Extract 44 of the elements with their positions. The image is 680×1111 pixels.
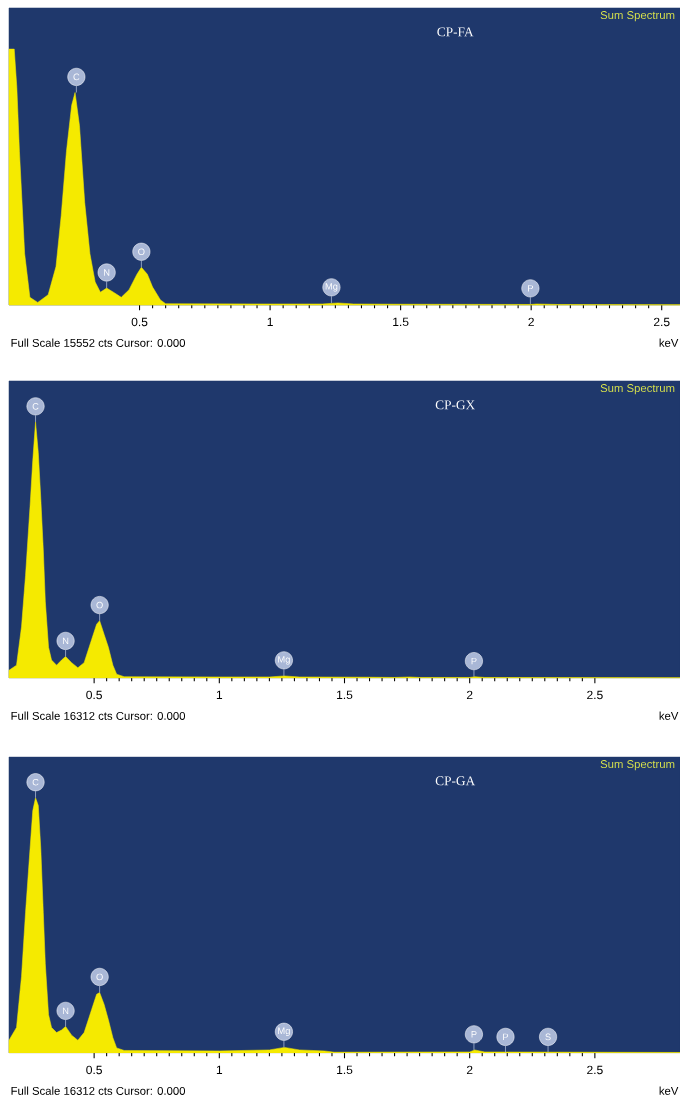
x-tick-label: 1 bbox=[267, 317, 273, 326]
annotation: Mg bbox=[278, 1027, 290, 1036]
text: Full Scale 15552 cts Cursor: 0.000 bbox=[11, 338, 185, 347]
x-axis-title: keV bbox=[659, 711, 679, 720]
x-tick-label: 2 bbox=[466, 1065, 473, 1075]
x-tick-label: 2.5 bbox=[653, 317, 670, 327]
annotation: N bbox=[62, 637, 69, 645]
annotation: O bbox=[138, 248, 145, 256]
chart-subtitle: CP-FA bbox=[437, 27, 474, 37]
chart-title: Sum Spectrum bbox=[600, 384, 675, 395]
annotation: P bbox=[527, 285, 533, 292]
annotation: P bbox=[471, 1031, 477, 1038]
x-tick-label: 1.5 bbox=[336, 690, 353, 700]
x-tick-label: 0.5 bbox=[131, 317, 148, 327]
x-tick-label: 2.5 bbox=[587, 690, 603, 700]
annotation: N bbox=[62, 1007, 69, 1015]
annotation: S bbox=[545, 1033, 551, 1041]
annotation: Mg bbox=[325, 283, 338, 292]
annotation: P bbox=[503, 1033, 508, 1041]
chart-title: Sum Spectrum bbox=[600, 11, 675, 22]
x-tick-label: 1 bbox=[216, 1065, 222, 1074]
x-tick-label: 2.5 bbox=[587, 1065, 603, 1075]
annotation: O bbox=[96, 973, 103, 981]
annotation: O bbox=[96, 601, 103, 609]
x-tick-label: 2 bbox=[466, 690, 473, 700]
chart-subtitle: CP-GA bbox=[435, 776, 475, 786]
x-tick-label: 0.5 bbox=[86, 690, 102, 700]
annotation: C bbox=[73, 73, 80, 81]
chart-subtitle: CP-GX bbox=[435, 400, 475, 410]
x-tick-label: 2 bbox=[528, 317, 534, 327]
annotation: P bbox=[471, 657, 477, 665]
x-tick-label: 1.5 bbox=[393, 317, 409, 327]
annotation: N bbox=[103, 269, 110, 276]
x-axis-title: keV bbox=[659, 338, 679, 347]
text: Full Scale 16312 cts Cursor: 0.000 bbox=[11, 711, 185, 720]
text: Full Scale 16312 cts Cursor: 0.000 bbox=[11, 1086, 185, 1095]
annotation: C bbox=[32, 778, 39, 786]
x-tick-label: 1 bbox=[216, 690, 222, 699]
chart-title: Sum Spectrum bbox=[600, 760, 675, 771]
annotation: C bbox=[32, 403, 39, 410]
x-tick-label: 1.5 bbox=[336, 1065, 353, 1075]
x-axis-title: keV bbox=[659, 1086, 679, 1095]
annotation: Mg bbox=[278, 656, 290, 665]
x-tick-label: 0.5 bbox=[86, 1065, 102, 1075]
